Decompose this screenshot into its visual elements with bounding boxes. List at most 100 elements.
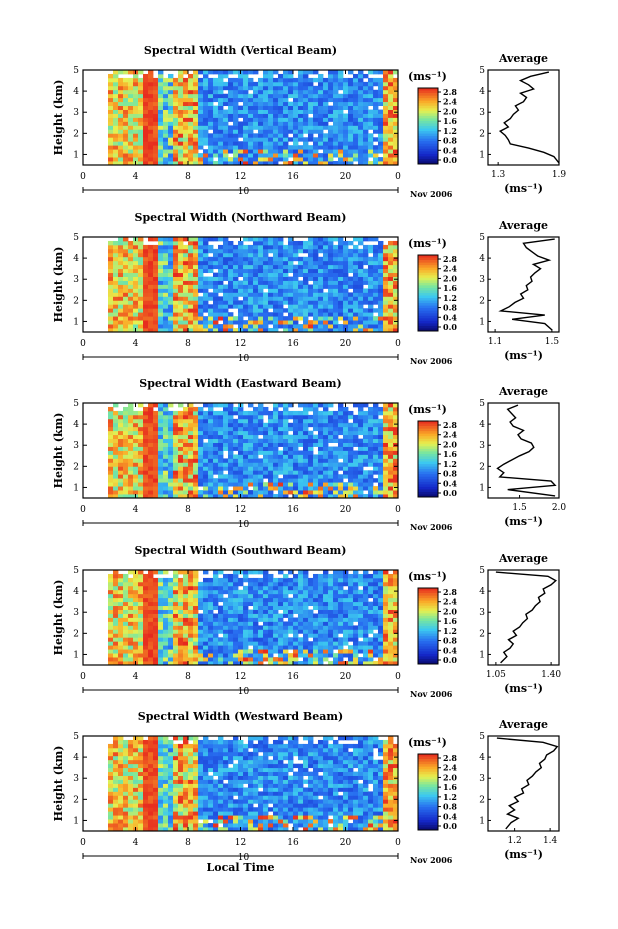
- heatmap-cell: [163, 260, 169, 266]
- heatmap-cell: [153, 137, 159, 142]
- heatmap-cell: [148, 406, 154, 412]
- heatmap-cell: [163, 625, 169, 630]
- heatmap-cell: [208, 81, 214, 87]
- heatmap-cell: [288, 252, 294, 258]
- heatmap-cell: [218, 85, 224, 91]
- heatmap-cell: [223, 605, 229, 610]
- heatmap-cell: [258, 450, 264, 455]
- heatmap-cell: [223, 629, 229, 634]
- heatmap-cell: [178, 288, 184, 293]
- heatmap-cell: [148, 486, 154, 491]
- heatmap-cell: [228, 573, 234, 579]
- heatmap-cell: [308, 430, 314, 436]
- heatmap-cell: [258, 645, 264, 650]
- heatmap-cell: [378, 137, 384, 142]
- heatmap-cell: [388, 490, 394, 495]
- heatmap-cell: [383, 470, 389, 475]
- heatmap-cell: [263, 240, 269, 246]
- heatmap-cell: [188, 141, 194, 146]
- heatmap-cell: [158, 621, 164, 626]
- heatmap-cell: [173, 601, 179, 607]
- heatmap-cell: [298, 268, 304, 274]
- heatmap-cell: [188, 81, 194, 87]
- heatmap-cell: [288, 93, 294, 99]
- heatmap-cell: [263, 462, 269, 467]
- heatmap-cell: [148, 593, 154, 599]
- heatmap-cell: [323, 276, 329, 281]
- heatmap-cell: [313, 276, 319, 281]
- heatmap-cell: [118, 661, 124, 666]
- heatmap-cell: [273, 312, 279, 317]
- heatmap-cell: [113, 296, 119, 301]
- heatmap-cell: [228, 288, 234, 293]
- heatmap-cell: [278, 121, 284, 126]
- heatmap-cell: [113, 434, 119, 440]
- heatmap-cell: [203, 125, 209, 130]
- heatmap-cell: [313, 145, 319, 150]
- heatmap-cell: [118, 149, 124, 154]
- heatmap-cell: [318, 300, 324, 305]
- heatmap-cell: [258, 149, 264, 154]
- heatmap-cell: [283, 77, 289, 83]
- heatmap-cell: [148, 418, 154, 424]
- heatmap-cell: [198, 324, 204, 329]
- heatmap-cell: [328, 426, 334, 432]
- heatmap-cell: [333, 296, 339, 301]
- heatmap-cell: [338, 308, 344, 313]
- heatmap-cell: [208, 149, 214, 154]
- heatmap-cell: [288, 70, 294, 75]
- heatmap-cell: [258, 581, 264, 587]
- heatmap-cell: [148, 129, 154, 134]
- heatmap-cell: [118, 276, 124, 281]
- heatmap-cell: [118, 85, 124, 91]
- heatmap-cell: [313, 462, 319, 467]
- heatmap-cell: [133, 601, 139, 607]
- x-tick-label: 4: [133, 339, 139, 349]
- heatmap-cell: [173, 613, 179, 618]
- heatmap-cell: [143, 486, 149, 491]
- heatmap-cell: [373, 454, 379, 459]
- heatmap-cell: [258, 486, 264, 491]
- heatmap-cell: [303, 494, 309, 499]
- heatmap-cell: [143, 276, 149, 281]
- heatmap-cell: [263, 81, 269, 87]
- heatmap-cell: [263, 653, 269, 658]
- heatmap-cell: [218, 410, 224, 416]
- heatmap-cell: [283, 426, 289, 432]
- heatmap-cell: [388, 434, 394, 440]
- heatmap-cell: [193, 316, 199, 321]
- heatmap-cell: [358, 300, 364, 305]
- heatmap-cell: [378, 70, 384, 75]
- heatmap-cell: [328, 328, 334, 333]
- heatmap-cell: [323, 97, 329, 103]
- heatmap-cell: [138, 426, 144, 432]
- heatmap-cell: [163, 105, 169, 110]
- heatmap-cell: [368, 272, 374, 277]
- heatmap-cell: [308, 260, 314, 266]
- heatmap-cell: [343, 256, 349, 262]
- heatmap-cell: [368, 430, 374, 436]
- heatmap-cell: [123, 585, 129, 591]
- heatmap-cell: [233, 296, 239, 301]
- heatmap-cell: [163, 89, 169, 95]
- heatmap-cell: [328, 268, 334, 274]
- heatmap-cell: [243, 93, 249, 99]
- colorbar-swatch: [418, 93, 438, 96]
- heatmap-cell: [238, 446, 244, 451]
- heatmap-cell: [373, 145, 379, 150]
- heatmap-cell: [153, 308, 159, 313]
- heatmap-cell: [138, 125, 144, 130]
- heatmap-cell: [363, 121, 369, 126]
- heatmap-cell: [123, 438, 129, 443]
- heatmap-cell: [158, 248, 164, 254]
- heatmap-cell: [393, 85, 399, 91]
- heatmap-cell: [153, 418, 159, 424]
- heatmap-cell: [318, 240, 324, 246]
- heatmap-cell: [298, 478, 304, 483]
- heatmap-cell: [378, 89, 384, 95]
- heatmap-cell: [168, 462, 174, 467]
- heatmap-cell: [108, 418, 114, 424]
- heatmap-cell: [108, 113, 114, 118]
- heatmap-cell: [393, 113, 399, 118]
- heatmap-cell: [363, 276, 369, 281]
